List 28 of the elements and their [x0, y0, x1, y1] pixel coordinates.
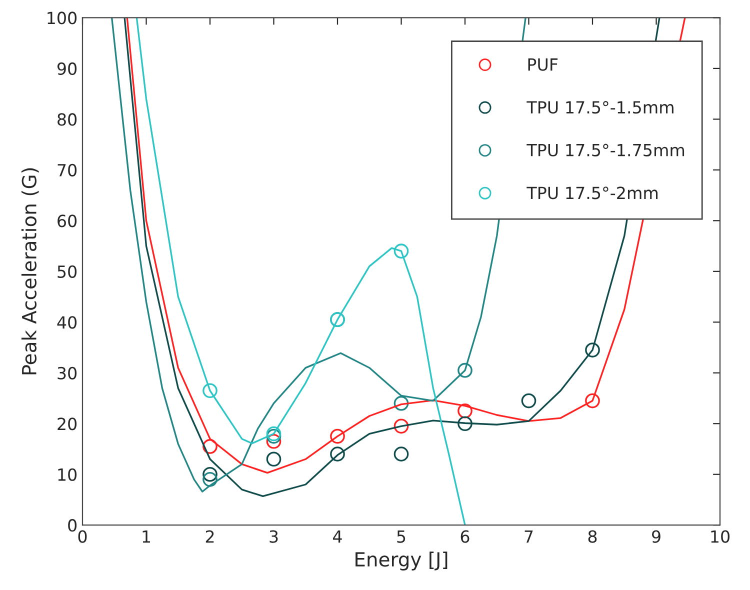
- y-tick-label: 100: [48, 12, 77, 24]
- y-tick-label: 50: [58, 265, 77, 278]
- y-tick-label: 80: [58, 113, 77, 126]
- x-tick-label: 2: [206, 530, 214, 543]
- y-tick-label: 10: [58, 468, 77, 481]
- x-tick-label: 9: [652, 530, 660, 543]
- x-axis-title: Energy [J]: [356, 552, 448, 570]
- y-tick-label: 40: [57, 316, 77, 329]
- x-tick-label: 8: [588, 530, 597, 543]
- x-tick-label: 7: [524, 530, 533, 543]
- y-tick-label: 90: [57, 62, 77, 76]
- x-tick-label: 3: [270, 530, 278, 543]
- legend-label: TPU 17.5°-1.5mm: [526, 101, 674, 114]
- y-axis-title: Peak Acceleration (G): [21, 168, 39, 374]
- legend-label: TPU 17.5°-1.75mm: [526, 144, 684, 156]
- x-tick-label: 10: [711, 530, 730, 543]
- x-tick-label: 0: [78, 530, 87, 543]
- y-tick-label: 30: [58, 366, 77, 380]
- legend-label: TPU 17.5°-2mm: [526, 186, 658, 200]
- y-tick-label: 60: [58, 214, 77, 228]
- x-tick-label: 1: [142, 530, 150, 543]
- x-tick-label: 6: [460, 530, 470, 543]
- x-tick-label: 5: [397, 530, 406, 543]
- legend-label: PUF: [528, 58, 558, 71]
- y-tick-label: 70: [58, 164, 77, 176]
- x-tick-label: 4: [333, 530, 342, 543]
- y-tick-label: 0: [68, 519, 77, 532]
- y-tick-label: 20: [58, 418, 77, 430]
